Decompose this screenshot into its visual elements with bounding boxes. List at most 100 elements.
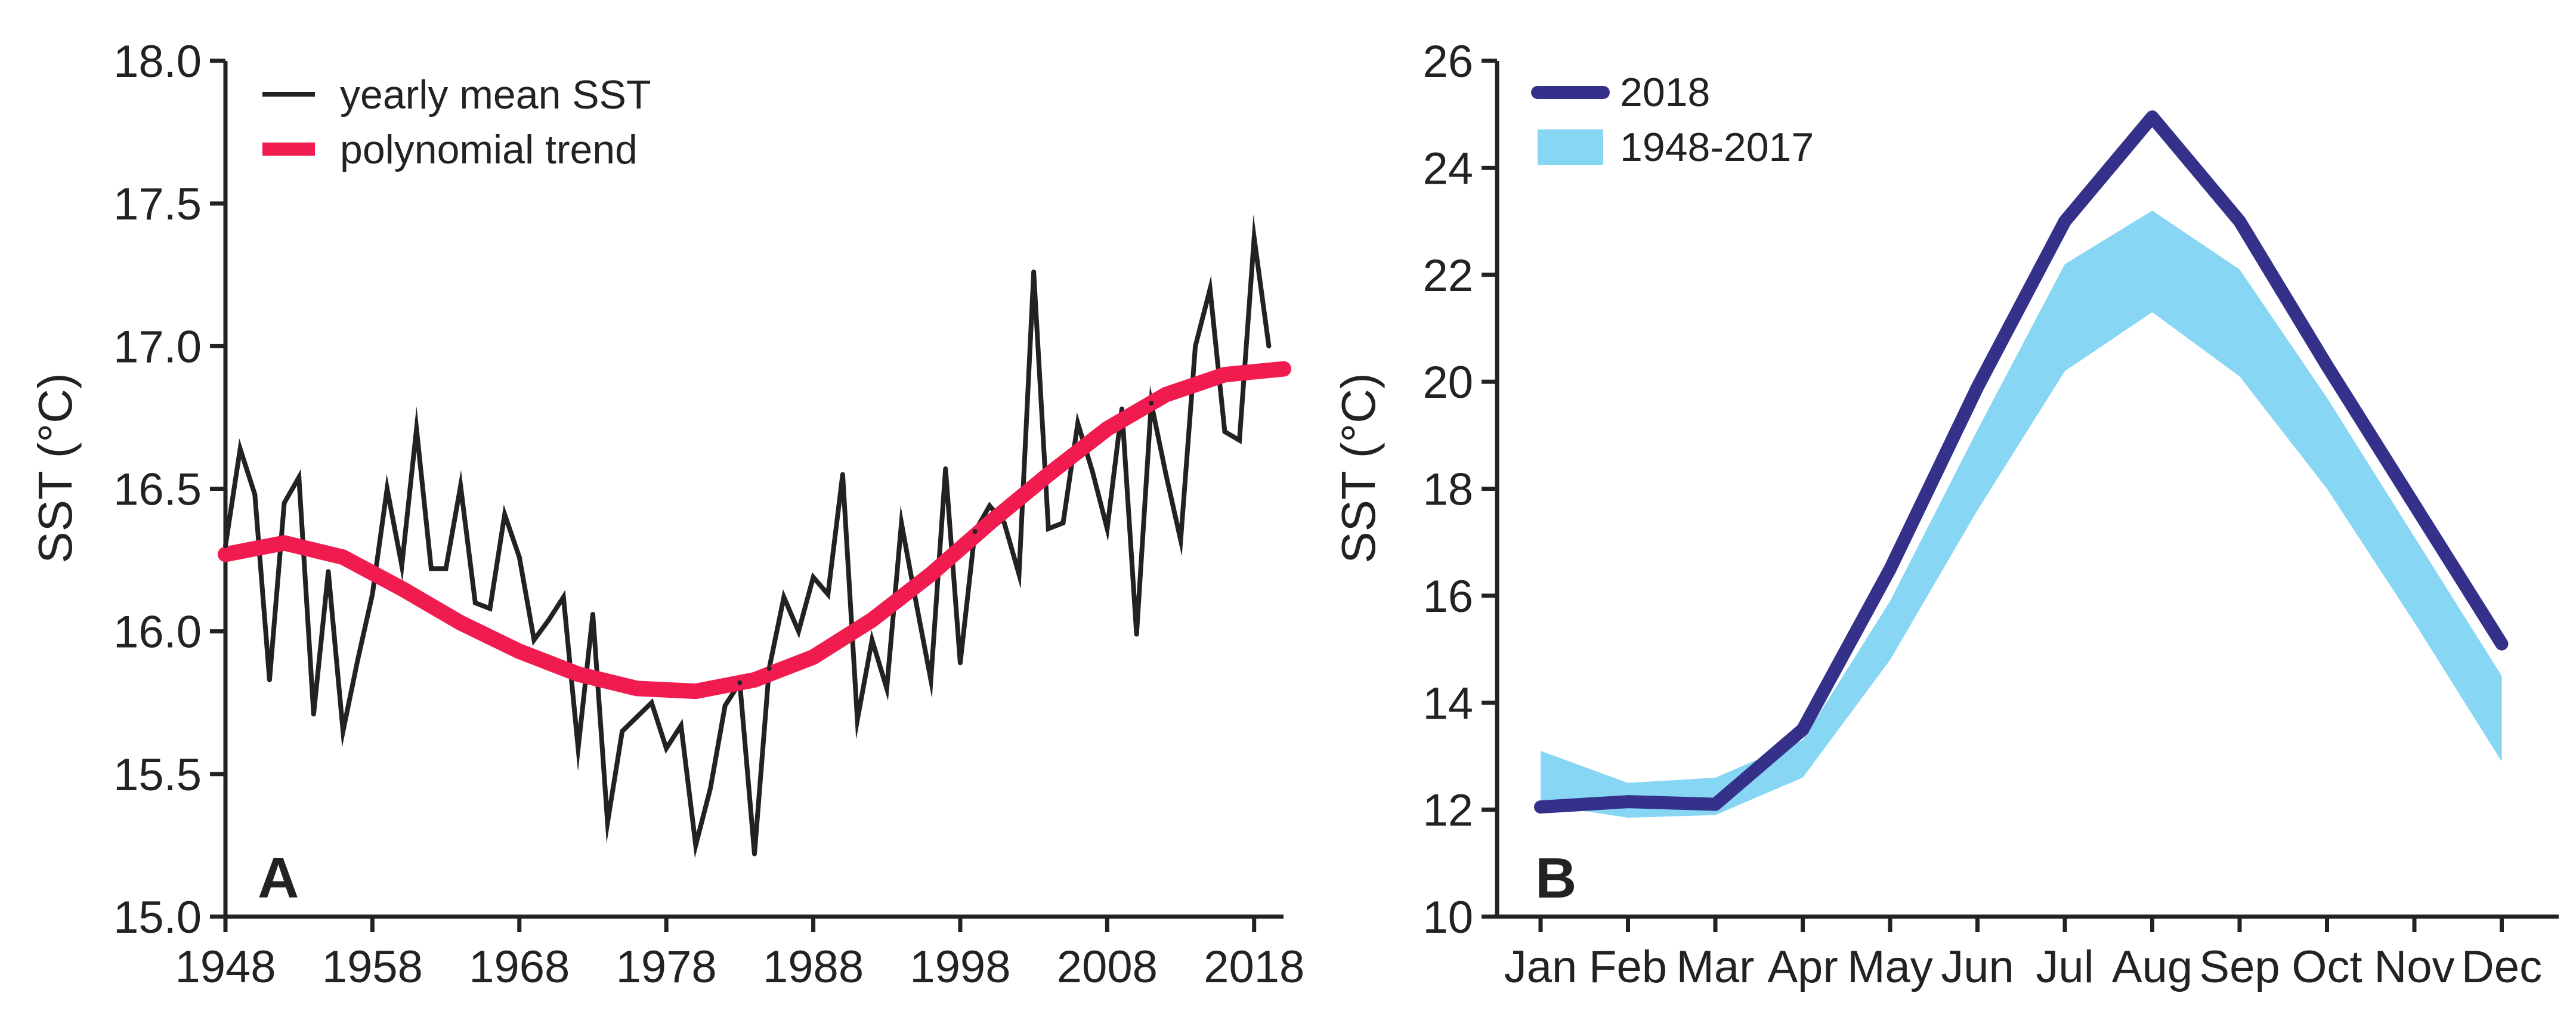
panel-a-data-point bbox=[282, 500, 287, 506]
panel-a-x-tick-label: 1998 bbox=[910, 942, 1010, 992]
panel-a-data-point bbox=[472, 600, 478, 605]
panel-a-data-point bbox=[237, 446, 243, 451]
panel-a-data-point bbox=[957, 660, 963, 666]
panel-b-x-tick-label: Jan bbox=[1504, 942, 1578, 992]
panel-a-data-point bbox=[781, 595, 787, 600]
panel-a-x-tick-label: 1948 bbox=[175, 942, 276, 992]
panel-a-legend-label-yearly-mean-sst: yearly mean SST bbox=[340, 72, 651, 117]
panel-b-legend-label-1948-2017: 1948-2017 bbox=[1620, 125, 1814, 170]
panel-a-data-point bbox=[1001, 520, 1007, 525]
panel-a-data-point bbox=[737, 680, 743, 685]
panel-a-x-tick-label: 1958 bbox=[322, 942, 423, 992]
panel-a-data-point bbox=[987, 503, 992, 509]
panel-b-data-point bbox=[1538, 804, 1544, 810]
panel-a-x-tick-label: 2008 bbox=[1057, 942, 1158, 992]
panel-a-data-point bbox=[1075, 420, 1081, 426]
panel-b-y-tick-label: 16 bbox=[1422, 571, 1473, 622]
panel-a-data-point bbox=[855, 717, 860, 722]
panel-b-y-tick-label: 22 bbox=[1422, 250, 1473, 301]
panel-a-data-point bbox=[546, 617, 552, 623]
panel-a-data-point bbox=[267, 677, 272, 682]
panel-a-legend: yearly mean SST polynomial trend bbox=[262, 72, 651, 172]
panel-b-x-tick-label: Jul bbox=[2036, 942, 2093, 992]
panel-a-data-point bbox=[620, 729, 625, 734]
panel-a-data-point bbox=[355, 657, 360, 663]
panel-a-data-point bbox=[693, 843, 698, 848]
panel-a-data-point bbox=[1251, 235, 1257, 240]
panel-a-data-point bbox=[1149, 401, 1154, 406]
panel-a-data-point bbox=[370, 592, 375, 597]
panel-a-data-point bbox=[311, 711, 316, 717]
panel-b-x-tick-label: Aug bbox=[2112, 942, 2192, 992]
panel-a-data-point bbox=[766, 666, 772, 671]
panel-a-x-tick-label: 1978 bbox=[616, 942, 717, 992]
panel-a-data-point bbox=[252, 492, 258, 497]
panel-b-y-tick-label: 18 bbox=[1422, 465, 1473, 515]
panel-b-y-tick-label: 14 bbox=[1422, 678, 1473, 729]
panel-a-y-axis: 15.0 15.5 16.0 16.5 17.0 17.5 18.0 bbox=[113, 36, 228, 943]
panel-a: SST (°C) 15.0 15.5 16.0 16.5 17.0 17.5 18.0 19… bbox=[29, 36, 1304, 992]
panel-a-data-point bbox=[517, 555, 522, 560]
panel-a-plot-area bbox=[218, 214, 1291, 858]
panel-b-x-tick-label: Mar bbox=[1677, 942, 1755, 992]
panel-a-data-point bbox=[870, 638, 875, 643]
panel-b-ylabel: SST (°C) bbox=[1332, 373, 1385, 563]
panel-b-x-axis: Jan Feb Mar Apr May Jun Jul Aug Sep Oct Nov Dec bbox=[1497, 914, 2559, 992]
panel-a-data-point bbox=[341, 729, 346, 734]
panel-a-data-point bbox=[531, 638, 537, 643]
panel-a-data-point bbox=[1105, 526, 1110, 531]
panel-b-y-axis: 10 12 14 16 18 20 22 24 26 bbox=[1422, 36, 1499, 943]
panel-a-x-tick-label: 2018 bbox=[1204, 942, 1304, 992]
panel-a-legend-label-polynomial-trend: polynomial trend bbox=[340, 127, 638, 172]
panel-b-data-point bbox=[2149, 114, 2156, 120]
panel-b-x-tick-label: Feb bbox=[1589, 942, 1667, 992]
panel-a-x-axis: 1948 1958 1968 1978 1988 1998 2008 2018 bbox=[175, 914, 1304, 992]
panel-a-data-point bbox=[385, 486, 390, 491]
panel-a-data-point bbox=[296, 475, 302, 480]
panel-a-data-point bbox=[1119, 406, 1124, 412]
panel-a-x-tick-label: 1988 bbox=[763, 942, 864, 992]
panel-a-series-polynomial-trend bbox=[218, 361, 1291, 700]
panel-a-data-point bbox=[487, 606, 493, 611]
panel-a-data-point bbox=[1134, 632, 1139, 637]
panel-a-data-point bbox=[590, 611, 595, 617]
panel-a-data-point bbox=[825, 592, 831, 597]
panel-b-data-point bbox=[1712, 801, 1718, 808]
panel-a-data-point bbox=[1193, 344, 1198, 349]
panel-b-legend-label-2018: 2018 bbox=[1620, 70, 1710, 115]
panel-a-data-point bbox=[943, 466, 948, 472]
panel-a-data-point bbox=[561, 595, 566, 600]
panel-a-y-tick-label: 15.0 bbox=[113, 892, 202, 943]
panel-b-x-tick-label: Sep bbox=[2199, 942, 2280, 992]
panel-a-data-point bbox=[914, 600, 919, 605]
panel-b-data-point bbox=[2411, 502, 2417, 508]
panel-a-data-point bbox=[664, 745, 669, 751]
panel-a-y-tick-label: 16.0 bbox=[113, 607, 202, 658]
panel-a-y-tick-label: 17.0 bbox=[113, 321, 202, 372]
panel-a-data-point bbox=[840, 472, 845, 477]
panel-b-x-tick-label: May bbox=[1847, 942, 1933, 992]
panel-b-data-point bbox=[2498, 641, 2505, 647]
panel-a-data-point bbox=[502, 512, 508, 517]
panel-b-data-point bbox=[2324, 363, 2330, 369]
panel-a-data-point bbox=[1031, 269, 1037, 274]
panel-b-legend: 2018 1948-2017 bbox=[1531, 70, 1814, 170]
panel-a-x-tick-label: 1968 bbox=[469, 942, 570, 992]
panel-b-data-point bbox=[1974, 384, 1981, 391]
panel-b-y-tick-label: 20 bbox=[1422, 357, 1473, 408]
panel-b-data-point bbox=[2237, 218, 2243, 225]
panel-a-data-point bbox=[1046, 526, 1051, 531]
panel-a-data-point bbox=[428, 566, 434, 571]
panel-a-series-yearly-mean-sst bbox=[223, 214, 1272, 858]
panel-b-data-point bbox=[2062, 218, 2068, 225]
panel-b-x-tick-label: Dec bbox=[2461, 942, 2542, 992]
panel-b-x-tick-label: Apr bbox=[1767, 942, 1838, 992]
panel-a-data-point bbox=[1016, 572, 1022, 577]
panel-a-data-point bbox=[1060, 520, 1066, 525]
panel-a-data-point bbox=[811, 574, 816, 580]
panel-a-data-point bbox=[634, 714, 639, 720]
panel-a-data-point bbox=[458, 483, 463, 488]
panel-a-ylabel: SST (°C) bbox=[29, 373, 82, 563]
panel-b-x-tick-label: Oct bbox=[2292, 942, 2362, 992]
